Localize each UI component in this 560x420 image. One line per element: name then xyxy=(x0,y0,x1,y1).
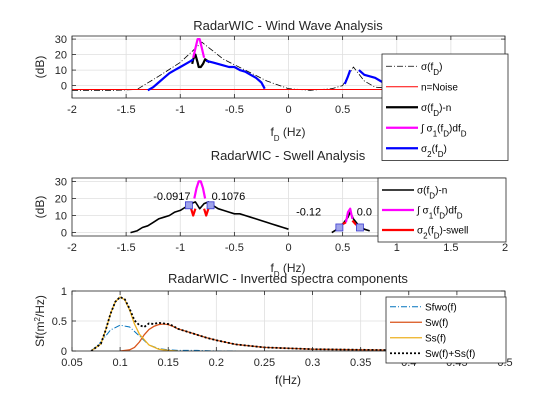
y-axis-label-group: Sf(m2/Hz) xyxy=(33,295,48,347)
panel-2: -0.0917 0.1076 -0.12 0.0 -2 -1.5 -1 -0.5 0 0.5 1 1.… xyxy=(33,148,508,279)
series-line-sigma2 xyxy=(147,58,398,92)
legend: Sfwo(f) Sw(f) Ss(f) Sw(f)+Ss(f) xyxy=(385,296,507,364)
y-axis-label: Sf(m2/Hz) xyxy=(33,295,48,347)
data-layer xyxy=(130,180,370,234)
x-tick-label: -1 xyxy=(175,242,185,254)
legend-label-sum: Sw(f)+Ss(f) xyxy=(425,349,475,360)
chart-title: RadarWIC - Inverted spectra components xyxy=(168,271,408,286)
x-tick-label: 0.35 xyxy=(350,357,371,369)
data-marker xyxy=(206,201,215,210)
x-tick-label: 0.25 xyxy=(254,357,275,369)
y-tick-label: 30 xyxy=(55,176,67,188)
x-tick-label: -1.5 xyxy=(117,104,136,116)
legend-label-sw: Sw(f) xyxy=(425,318,448,329)
x-tick-label: 0.2 xyxy=(209,357,224,369)
x-tick-label: 1.5 xyxy=(443,242,458,254)
y-tick-label: 20 xyxy=(55,50,67,62)
chart-title: RadarWIC - Wind Wave Analysis xyxy=(193,18,383,33)
panel-3: 0.050.10.150.20.250.30.350.40.450.500.51… xyxy=(33,271,513,387)
legend-label-sfwo: Sfwo(f) xyxy=(425,302,457,313)
legend-label-integ1: ∫ σ1(fD)dfD xyxy=(420,123,467,138)
x-tick-label: -1.5 xyxy=(117,242,136,254)
legend-box xyxy=(385,296,507,364)
annotation-label: 0.1076 xyxy=(212,191,246,203)
data-marker xyxy=(356,223,364,232)
data-layer xyxy=(90,296,505,351)
y-axis-label-group: (dB) xyxy=(33,56,47,79)
legend-label-sigma2: σ2(fD)-swell xyxy=(417,226,468,241)
legend: σ(fD) n=Noise σ(fD)-n ∫ σ1(fD)dfD σ2(fD) xyxy=(381,53,509,161)
x-tick-label: 0.5 xyxy=(335,104,350,116)
legend-label-noise: n=Noise xyxy=(421,82,458,93)
chart-title: RadarWIC - Swell Analysis xyxy=(211,148,366,163)
x-tick-label: 2 xyxy=(502,242,508,254)
y-axis-label-group: (dB) xyxy=(33,196,47,219)
x-tick-label: 0.15 xyxy=(158,357,179,369)
x-tick-label: 0 xyxy=(285,104,291,116)
y-tick-label: 20 xyxy=(55,193,67,205)
series-line-sigma2 xyxy=(187,204,361,229)
y-tick-label: 10 xyxy=(55,211,67,223)
y-tick-label: 10 xyxy=(55,65,67,77)
legend-label-sigma2: σ2(fD) xyxy=(421,144,447,159)
y-tick-label: 0 xyxy=(61,346,67,358)
x-tick-label: 0.5 xyxy=(335,242,350,254)
legend-label-sigma: σ(fD) xyxy=(421,62,442,77)
legend-label-sigman: σ(fD)-n xyxy=(421,103,451,118)
legend: σ(fD)-n ∫ σ1(fD)dfD σ2(fD)-swell xyxy=(377,177,507,243)
y-axis-label: (dB) xyxy=(33,56,47,79)
annotation-label: -0.0917 xyxy=(153,191,190,203)
x-axis-label: f(Hz) xyxy=(275,373,301,387)
x-tick-label: 0.1 xyxy=(112,357,127,369)
series-line-sum xyxy=(90,296,505,351)
series-line-integ1 xyxy=(192,38,206,58)
annotation-label: 0.0 xyxy=(357,207,372,219)
x-tick-label: -0.5 xyxy=(225,104,244,116)
legend-label-sigman: σ(fD)-n xyxy=(417,186,447,201)
series-line-integ1 xyxy=(193,180,354,223)
x-tick-label: -2 xyxy=(67,104,77,116)
x-axis-label: fD (Hz) xyxy=(270,261,305,279)
y-axis-label: (dB) xyxy=(33,196,47,219)
data-marker xyxy=(185,201,193,210)
x-tick-label: -0.5 xyxy=(225,242,244,254)
y-tick-label: 1 xyxy=(61,286,67,298)
x-tick-label: 1 xyxy=(394,242,400,254)
y-tick-label: 0.5 xyxy=(52,316,67,328)
series-line-sfwo xyxy=(90,324,236,351)
y-tick-label: 0 xyxy=(61,228,67,240)
annotation-label: -0.12 xyxy=(296,207,321,219)
x-tick-label: -2 xyxy=(67,242,77,254)
y-tick-label: 0 xyxy=(61,81,67,93)
y-tick-label: 30 xyxy=(55,34,67,46)
x-tick-label: 0.3 xyxy=(305,357,320,369)
x-tick-label: 0.05 xyxy=(61,357,82,369)
x-tick-label: -1 xyxy=(175,104,185,116)
x-tick-label: 0 xyxy=(285,242,291,254)
legend-label-integ1: ∫ σ1(fD)dfD xyxy=(416,206,463,221)
x-axis-label: fD (Hz) xyxy=(270,125,305,143)
legend-label-ss: Ss(f) xyxy=(425,333,446,344)
data-marker xyxy=(335,223,344,232)
